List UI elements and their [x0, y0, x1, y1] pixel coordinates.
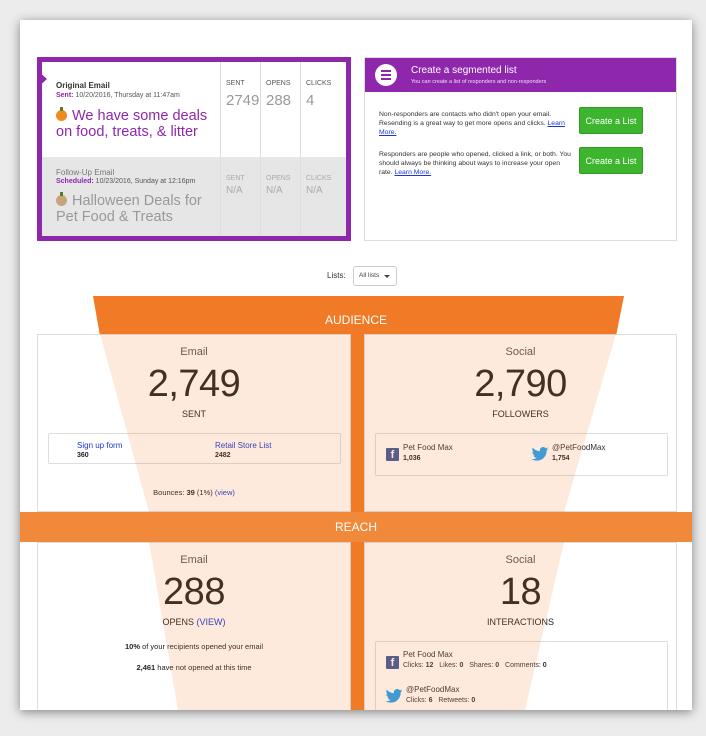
learn-more-link[interactable]: Learn More.: [394, 169, 432, 176]
email-summary-card: Original Email Sent: 10/20/2016, Thursda…: [37, 57, 351, 241]
reach-email-panel: Email 288 OPENS (VIEW) 10% of your recip…: [37, 542, 351, 710]
followers-label: FOLLOWERS: [492, 409, 549, 419]
create-list-button[interactable]: Create a List: [579, 147, 643, 174]
twitter-icon: [531, 447, 549, 461]
source-name-link[interactable]: Retail Store List: [215, 441, 272, 450]
panel-title: Social: [505, 554, 536, 566]
pumpkin-icon: [56, 192, 67, 206]
reach-band-label-top: REACH: [334, 520, 377, 534]
twitter-stats: Clicks: 6 Retweets: 0: [406, 697, 476, 704]
opens-view-link[interactable]: (VIEW): [196, 617, 226, 627]
lists-label: Lists:: [327, 271, 346, 280]
open-rate-line: 10% of your recipients opened your email: [124, 642, 263, 651]
segmented-list-header: Create a segmented list You can create a…: [365, 58, 676, 92]
social-account-name: Pet Food Max: [403, 650, 453, 659]
non-responders-text: Non-responders are contacts who didn't o…: [379, 111, 565, 136]
list-icon: [375, 64, 397, 86]
responders-text: Responders are people who opened, clicke…: [379, 151, 571, 176]
interactions-label: INTERACTIONS: [486, 617, 554, 627]
email-subject: We have some deals on food, treats, & li…: [56, 107, 208, 140]
email-type-label: Follow-Up Email: [56, 168, 115, 177]
stat-sent: SENT N/A: [220, 157, 261, 236]
twitter-icon: [385, 689, 403, 703]
opens-label: OPENS (VIEW): [162, 617, 226, 627]
facebook-icon: f: [386, 448, 399, 461]
stat-opens: OPENS 288: [260, 62, 301, 157]
stat-sent: SENT 2749: [220, 62, 261, 157]
segmented-list-card: Create a segmented list You can create a…: [364, 57, 677, 241]
selected-marker: [37, 70, 47, 88]
email-date: Scheduled: 10/23/2016, Sunday at 12:16pm: [56, 178, 196, 185]
email-subject: Halloween Deals for Pet Food & Treats: [56, 192, 202, 225]
audience-band-label: AUDIENCE: [324, 313, 387, 327]
source-count: 2482: [215, 452, 231, 459]
bounces-line: Bounces: 39 (1%) (view): [153, 488, 235, 497]
interactions-count: 18: [499, 571, 542, 613]
facebook-icon: f: [386, 656, 399, 669]
chevron-down-icon: [384, 275, 390, 278]
email-summary-inner: Original Email Sent: 10/20/2016, Thursda…: [37, 62, 346, 236]
pumpkin-icon: [56, 107, 67, 121]
not-opened-line: 2,461 have not opened at this time: [136, 663, 252, 672]
email-type-label: Original Email: [56, 81, 110, 90]
social-account-count: 1,754: [552, 455, 570, 462]
audience-email-panel: Email 2,749 SENT Sign up form 360 Retail…: [37, 334, 351, 512]
segmented-title: Create a segmented list: [411, 65, 517, 76]
email-date: Sent: 10/20/2016, Thursday at 11:47am: [56, 92, 180, 99]
sources-box: Sign up form 360 Retail Store List 2482: [48, 433, 341, 464]
lists-dropdown[interactable]: All lists: [353, 266, 397, 286]
reach-social-panel: Social 18 INTERACTIONS f Pet Food Max Cl…: [364, 542, 677, 710]
learn-more-link[interactable]: Learn More.: [379, 120, 565, 136]
original-email-block[interactable]: Original Email Sent: 10/20/2016, Thursda…: [37, 62, 346, 157]
social-accounts-box: f Pet Food Max 1,036 @PetFoodMax 1,754: [375, 433, 668, 476]
followup-email-block[interactable]: Follow-Up Email Scheduled: 10/23/2016, S…: [42, 157, 346, 236]
audience-social-panel: Social 2,790 FOLLOWERS f Pet Food Max 1,…: [364, 334, 677, 512]
report-frame: Original Email Sent: 10/20/2016, Thursda…: [20, 20, 692, 710]
interactions-box: f Pet Food Max Clicks: 12 Likes: 0 Share…: [375, 641, 668, 710]
opens-count: 288: [163, 571, 225, 613]
social-account-count: 1,036: [403, 455, 421, 462]
followers-count: 2,790: [474, 363, 567, 405]
social-account-name: @PetFoodMax: [406, 685, 460, 694]
bounces-view-link[interactable]: (view): [214, 488, 235, 497]
source-name-link[interactable]: Sign up form: [77, 441, 123, 450]
stat-opens: OPENS N/A: [260, 157, 301, 236]
social-account-name: Pet Food Max: [403, 443, 453, 452]
social-account-name: @PetFoodMax: [552, 443, 606, 452]
stat-clicks: CLICKS 4: [300, 62, 341, 157]
panel-title: Social: [505, 346, 536, 358]
create-list-button[interactable]: Create a List: [579, 107, 643, 134]
sent-label: SENT: [181, 409, 206, 419]
segmented-subtitle: You can create a list of responders and …: [411, 79, 547, 85]
sent-count: 2,749: [147, 363, 241, 405]
panel-title: Email: [180, 554, 208, 566]
facebook-stats: Clicks: 12 Likes: 0 Shares: 0 Comments: …: [403, 662, 547, 669]
panel-title: Email: [180, 346, 208, 358]
source-count: 360: [77, 452, 89, 459]
stat-clicks: CLICKS N/A: [300, 157, 341, 236]
